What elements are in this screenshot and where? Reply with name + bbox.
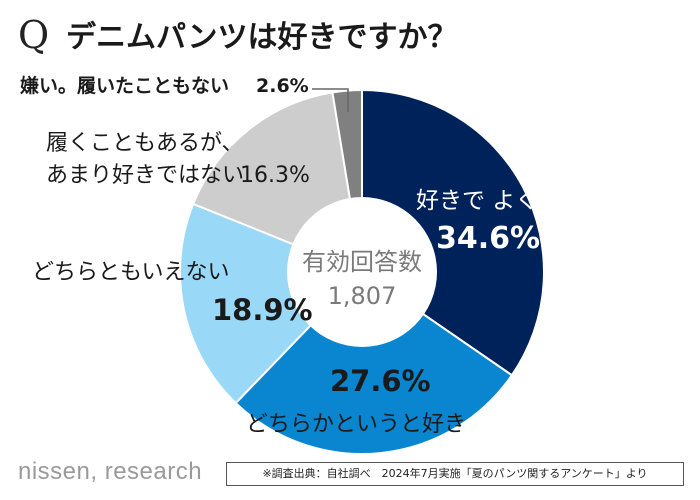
slice-value-neutral: 18.9% (212, 293, 313, 327)
donut-hole (287, 197, 437, 347)
question-q-mark: Q (18, 13, 49, 57)
slice-label-liked-often: 好きで よく履いている (416, 188, 653, 214)
slice-label-not-fond-line2: あまり好きではない (46, 163, 244, 188)
slice-label-not-fond-line1: 履くこともあるが、 (46, 131, 244, 156)
source-note: ※調査出典：自社調べ 2024年7月実施「夏のパンツ関するアンケート」より (226, 462, 684, 486)
slice-label-somewhat-like: どちらかというと好き (246, 412, 466, 437)
slice-label-dislike: 嫌い。履いたこともない (20, 74, 229, 97)
slice-value-not-fond: 16.3% (240, 163, 310, 188)
leader-line (312, 88, 349, 112)
slice-label-neutral: どちらともいえない (32, 260, 230, 285)
slice-value-somewhat-like: 27.6% (330, 364, 431, 398)
brand-logo-text: nissen, research (18, 458, 203, 485)
slice-somewhat-like (234, 270, 514, 455)
slice-liked-often (361, 88, 545, 377)
slice-value-liked-often: 34.6% (436, 221, 540, 256)
page-title: デニムパンツは好きですか？ (66, 20, 458, 55)
slice-value-dislike: 2.6% (256, 75, 309, 97)
center-value: 1,807 (328, 282, 397, 310)
center-label: 有効回答数 (302, 248, 422, 276)
